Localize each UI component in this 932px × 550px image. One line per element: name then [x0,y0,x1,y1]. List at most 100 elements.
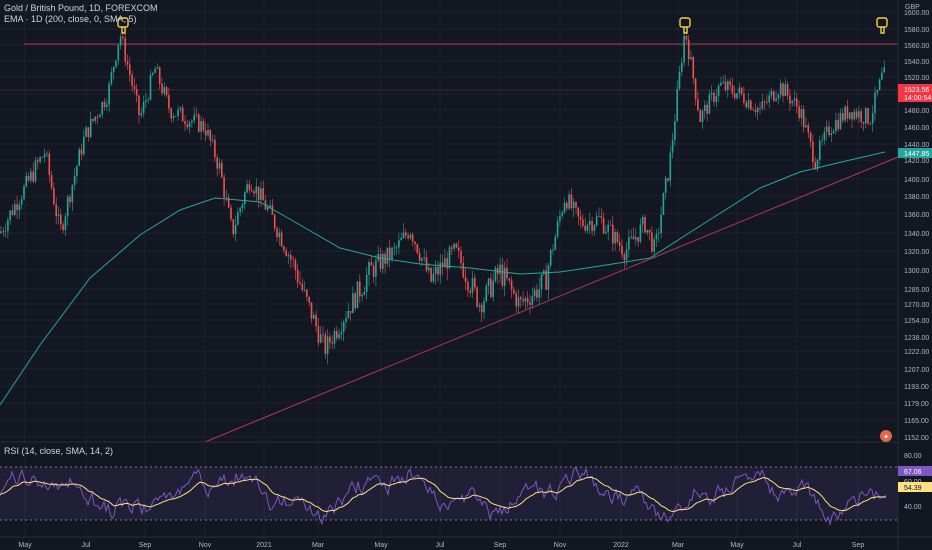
candle [230,204,232,222]
candle [464,267,467,290]
candle [867,107,869,126]
candle [517,289,520,314]
ema-legend[interactable]: EMA · 1D (200, close, 0, SMA, 5) [4,14,137,24]
hand-pointing-down-icon [876,17,888,34]
candle [23,183,25,201]
candle [796,92,798,114]
candle [64,212,67,237]
rsi-value-label: 67.06 [904,469,922,476]
candle [209,128,212,147]
price-tick: 1193.00 [904,384,929,391]
candle [697,91,699,112]
candle [497,263,499,285]
time-tick: May [18,542,32,549]
price-tick: 1270.00 [904,302,929,309]
rsi-ma-label: 54.39 [904,485,922,492]
candle [142,95,145,118]
candle [184,115,186,132]
last-price-badge [898,84,932,102]
price-tick: 1152.00 [904,435,929,442]
candle [129,56,131,83]
candle [221,159,223,178]
candle [296,263,299,288]
countdown-label: 14:00:54 [904,95,931,102]
candle [16,195,18,220]
candle [48,150,51,183]
ema-value-badge [898,148,932,158]
candle [483,297,485,319]
candle [770,87,773,100]
candle [2,227,5,237]
symbol-legend[interactable]: Gold / British Pound, 1D, FOREXCOM [4,3,158,13]
candle [246,180,248,194]
candle [434,260,437,285]
candle [352,286,354,314]
candle [349,310,352,321]
candle [572,197,575,217]
candle [439,253,442,284]
rsi-band-background [0,467,898,520]
candle [487,277,490,295]
candle [152,71,154,77]
candle [570,188,573,211]
time-axis-labels[interactable]: May Jul Sep Nov 2021 Mar May Jul Sep Nov 2022 Mar Ma… [18,542,864,549]
candle [340,321,343,341]
candle [669,146,672,187]
candle [393,242,396,256]
candle [738,82,741,99]
candle [533,286,536,301]
candle [733,85,736,101]
time-tick: Sep [139,542,152,549]
price-tick: 1285.00 [904,287,929,294]
candle [388,240,391,269]
rsi-legend[interactable]: RSI (14, close, SMA, 14, 2) [4,446,114,456]
candle [227,193,230,209]
candle [883,60,885,73]
candle [57,206,60,225]
support-trendline[interactable] [204,156,899,443]
candle [499,257,501,283]
candle [223,173,225,206]
candle [195,107,198,119]
candle [172,112,175,123]
candle [198,112,200,133]
candle [85,125,87,138]
candle [648,229,651,241]
settings-badge[interactable]: ✦ [880,430,892,442]
candle [494,266,497,284]
grid-lines [0,0,898,537]
candle [207,124,209,138]
candle [460,246,462,270]
candle [299,271,301,286]
candle [244,190,246,210]
candle [423,248,425,262]
candle [628,229,630,258]
candle [687,34,690,66]
candle [103,98,106,111]
candle [292,255,294,268]
rsi-line [0,467,887,527]
candle [30,168,32,184]
candle [177,105,179,121]
candle [356,281,359,309]
candle [561,210,563,220]
candle [506,258,508,281]
candle [812,134,814,170]
price-tick: 1340.00 [904,231,929,238]
candle [225,189,228,202]
candle [329,332,331,350]
price-tick: 1420.00 [904,158,929,165]
candle [135,83,138,103]
candle [478,302,481,313]
candle [614,228,616,251]
candle [301,278,304,293]
candle [704,100,706,120]
candle [345,310,347,329]
candle [582,214,584,229]
candle [664,175,667,200]
candle [720,76,722,87]
candle [375,254,377,287]
candle [554,234,557,251]
candle [830,127,833,143]
